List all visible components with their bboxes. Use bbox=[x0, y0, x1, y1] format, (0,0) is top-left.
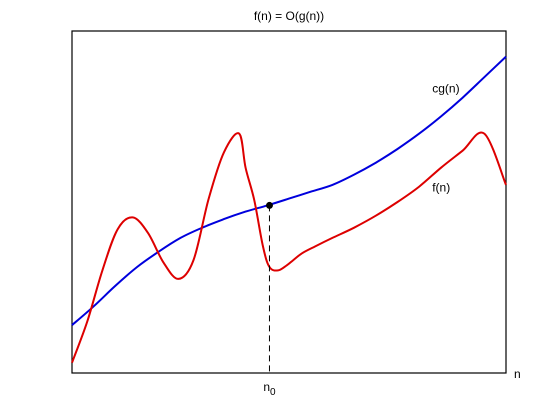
series-label-f: f(n) bbox=[432, 181, 450, 195]
series-line-cg bbox=[71, 55, 507, 326]
threshold-label: n0 bbox=[263, 380, 276, 398]
intersection-marker bbox=[265, 201, 273, 209]
series-layer: cg(n) f(n) bbox=[71, 55, 507, 364]
threshold-label-main: n bbox=[263, 380, 270, 394]
series-line-f bbox=[71, 131, 507, 364]
x-axis-label: n bbox=[514, 367, 521, 381]
plot-frame bbox=[71, 30, 507, 374]
threshold-label-sub: 0 bbox=[270, 387, 276, 398]
series-label-cg: cg(n) bbox=[432, 82, 459, 96]
chart-title: f(n) = O(g(n)) bbox=[254, 9, 324, 23]
